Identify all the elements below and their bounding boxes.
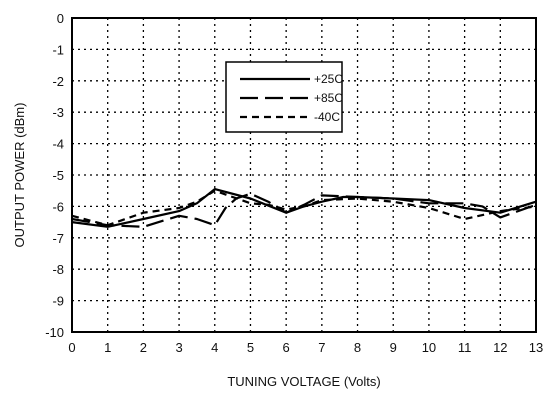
- y-tick-label: 0: [57, 11, 64, 26]
- x-tick-label: 0: [68, 340, 75, 355]
- x-tick-label: 8: [354, 340, 361, 355]
- y-tick-label: -7: [52, 231, 64, 246]
- series-line: [71, 192, 537, 228]
- tick-labels: 0 1 2 3 4 5 6 7 8 9 10 11 12 130-1-2-3-4-5-6-7-8-9-10: [45, 11, 543, 355]
- legend-label: -40C: [314, 110, 340, 124]
- x-tick-label: 12: [493, 340, 507, 355]
- x-tick-label: 1: [104, 340, 111, 355]
- legend-label: +25C: [314, 72, 343, 86]
- y-tick-label: -9: [52, 294, 64, 309]
- x-tick-label: 2: [140, 340, 147, 355]
- y-tick-label: -4: [52, 137, 64, 152]
- x-tick-label: 6: [283, 340, 290, 355]
- x-tick-label: 13: [529, 340, 543, 355]
- x-axis-title: TUNING VOLTAGE (Volts): [227, 374, 380, 389]
- series-lines: [71, 188, 537, 228]
- y-tick-label: -10: [45, 325, 64, 340]
- x-tick-label: 3: [175, 340, 182, 355]
- y-tick-label: -6: [52, 199, 64, 214]
- x-tick-label: 10: [422, 340, 436, 355]
- x-tick-label: 4: [211, 340, 218, 355]
- x-tick-label: 5: [247, 340, 254, 355]
- y-tick-label: -8: [52, 262, 64, 277]
- x-tick-label: 7: [318, 340, 325, 355]
- series-line: [71, 189, 537, 227]
- series-line: [71, 188, 537, 228]
- grid: [72, 18, 536, 332]
- y-tick-label: -2: [52, 74, 64, 89]
- legend: +25C +85C -40C: [225, 61, 343, 133]
- x-tick-label: 11: [458, 340, 472, 355]
- y-axis-title: OUTPUT POWER (dBm): [12, 103, 27, 248]
- y-tick-label: -1: [52, 42, 64, 57]
- y-tick-label: -5: [52, 168, 64, 183]
- x-tick-label: 9: [390, 340, 397, 355]
- y-tick-label: -3: [52, 105, 64, 120]
- legend-label: +85C: [314, 91, 343, 105]
- plot-frame: [71, 17, 537, 333]
